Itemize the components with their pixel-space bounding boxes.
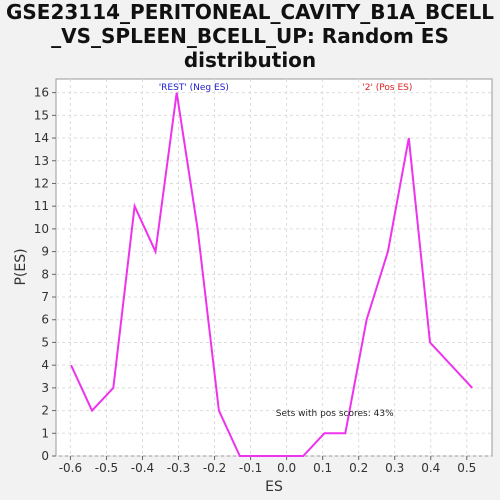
y-tick-label: 11 xyxy=(34,199,49,213)
chart-title-line-2: _VS_SPLEEN_BCELL_UP: Random ES xyxy=(51,24,449,48)
y-tick-label: 2 xyxy=(41,404,49,418)
x-tick-label: -0.1 xyxy=(239,461,262,475)
pos-es-label: '2' (Pos ES) xyxy=(362,83,412,93)
neg-es-label: 'REST' (Neg ES) xyxy=(159,83,229,93)
y-axis-label: P(ES) xyxy=(13,248,29,285)
y-tick-label: 10 xyxy=(34,222,49,236)
y-tick-label: 5 xyxy=(41,335,49,349)
y-tick-label: 9 xyxy=(41,245,49,259)
y-tick-label: 12 xyxy=(34,176,49,190)
y-tick-label: 16 xyxy=(34,86,49,100)
x-axis-label: ES xyxy=(265,479,283,495)
x-tick-label: -0.5 xyxy=(95,461,118,475)
series-line xyxy=(70,92,473,457)
annotations: 'REST' (Neg ES) '2' (Pos ES) Sets with pos… xyxy=(159,83,413,419)
y-tick-label: 13 xyxy=(34,154,49,168)
x-tick-label: -0.4 xyxy=(131,461,154,475)
y-tick-label: 3 xyxy=(41,381,49,395)
x-tick-label: 0.5 xyxy=(457,461,476,475)
x-tick-label: -0.6 xyxy=(59,461,82,475)
x-tick-label: 0.4 xyxy=(421,461,440,475)
y-tick-label: 6 xyxy=(41,313,49,327)
x-tick-label: 0.3 xyxy=(385,461,404,475)
y-tick-label: 14 xyxy=(34,131,49,145)
y-tick-label: 1 xyxy=(41,426,49,440)
y-tick-label: 7 xyxy=(41,290,49,304)
x-tick-label: 0.2 xyxy=(349,461,368,475)
y-tick-label: 4 xyxy=(41,358,49,372)
chart-title: GSE23114_PERITONEAL_CAVITY_B1A_BCELL _VS… xyxy=(0,0,500,72)
chart-title-line-1: GSE23114_PERITONEAL_CAVITY_B1A_BCELL xyxy=(5,0,495,24)
x-tick-label: 0.1 xyxy=(313,461,332,475)
y-tick-label: 8 xyxy=(41,267,49,281)
y-tick-label: 15 xyxy=(34,108,49,122)
chart-title-line-3: distribution xyxy=(183,48,317,72)
x-tick-label: -0.2 xyxy=(203,461,226,475)
pos-scores-note: Sets with pos scores: 43% xyxy=(276,409,394,419)
x-axis: -0.6 -0.5 -0.4 -0.3 -0.2 -0.1 0.0 0.1 0.2 0.3 0.4 0… xyxy=(59,456,476,475)
x-tick-label: 0.0 xyxy=(277,461,296,475)
plot-area xyxy=(55,78,493,457)
grid-lines xyxy=(56,79,492,457)
y-tick-label: 0 xyxy=(41,449,49,463)
x-tick-label: -0.3 xyxy=(167,461,190,475)
